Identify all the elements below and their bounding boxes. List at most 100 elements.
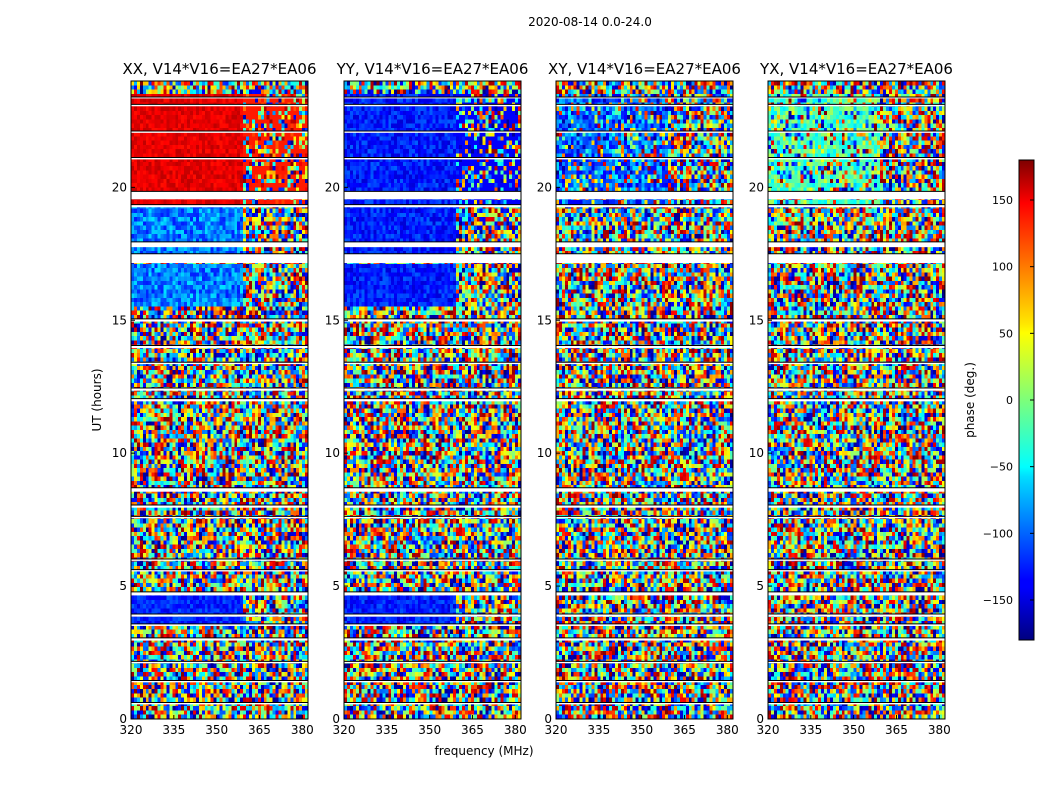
flagged-band (131, 204, 308, 208)
flagged-band (131, 680, 308, 683)
y-tick-label: 15 (537, 313, 552, 327)
flagged-band (131, 388, 308, 391)
flagged-band (768, 569, 945, 572)
flagged-band (768, 623, 945, 626)
flagged-band (344, 96, 521, 99)
flagged-band (556, 558, 733, 561)
flagged-band (768, 362, 945, 365)
flagged-band (131, 613, 308, 617)
y-tick-label: 15 (749, 313, 764, 327)
flagged-band (131, 318, 308, 322)
flagged-band (556, 680, 733, 683)
flagged-band (768, 253, 945, 264)
flagged-band (556, 702, 733, 705)
panel-frame (343, 80, 522, 720)
x-tick-label: 350 (418, 723, 441, 737)
colorbar: 150 100 50 0 −50 −100 −150 phase (deg.) (963, 159, 1035, 641)
flagged-band (768, 702, 945, 705)
panel-title-yx: YX, V14*V16=EA27*EA06 (759, 60, 953, 78)
panel-yy: YY, V14*V16=EA27*EA06 320 335 350 365 380 0 5 10… (325, 60, 529, 737)
flagged-band (556, 505, 733, 508)
flagged-band (131, 191, 308, 200)
flagged-band (768, 157, 945, 160)
y-axis-label: UT (hours) (90, 368, 104, 431)
y-tick-label: 5 (332, 579, 340, 593)
flagged-band (768, 204, 945, 208)
flagged-band (768, 191, 945, 200)
colorbar-tick-label: 100 (992, 261, 1013, 274)
colorbar-tick-label: −100 (983, 527, 1013, 540)
y-tick-label: 10 (537, 446, 552, 460)
flagged-band (131, 516, 308, 519)
panel-xy: XY, V14*V16=EA27*EA06 320 335 350 365 380 0 5 10… (537, 60, 741, 737)
x-tick-label: 335 (799, 723, 822, 737)
flagged-band (556, 241, 733, 248)
flagged-band (556, 345, 733, 349)
flagged-band (344, 318, 521, 322)
flagged-band (131, 623, 308, 626)
flagged-band (344, 241, 521, 248)
x-tick-label: 365 (673, 723, 696, 737)
flagged-band (768, 516, 945, 519)
x-tick-label: 380 (928, 723, 951, 737)
flagged-band (768, 637, 945, 641)
panels-group: XX, V14*V16=EA27*EA06 320 335 350 365 380 0 5 10… (112, 60, 953, 737)
panel-frame (130, 80, 309, 720)
colorbar-tick-label: −50 (990, 461, 1013, 474)
colorbar-tick-label: 0 (1006, 394, 1013, 407)
x-tick-label: 320 (545, 723, 568, 737)
y-tick-label: 0 (544, 712, 552, 726)
flagged-band (131, 96, 308, 99)
panel-title-xy: XY, V14*V16=EA27*EA06 (548, 60, 741, 78)
x-tick-label: 350 (630, 723, 653, 737)
panel-title-yy: YY, V14*V16=EA27*EA06 (336, 60, 529, 78)
flagged-band (768, 558, 945, 561)
y-tick-label: 5 (119, 579, 127, 593)
flagged-band (556, 204, 733, 208)
panel-yx: YX, V14*V16=EA27*EA06 320 335 350 365 380 0 5 10… (749, 60, 953, 737)
flagged-band (556, 569, 733, 572)
flagged-band (131, 591, 308, 596)
y-tick-label: 0 (332, 712, 340, 726)
flagged-band (344, 558, 521, 561)
x-tick-label: 380 (716, 723, 739, 737)
flagged-band (344, 613, 521, 617)
x-tick-label: 320 (333, 723, 356, 737)
flagged-band (556, 661, 733, 664)
flagged-band (344, 623, 521, 626)
x-axis-label: frequency (MHz) (434, 744, 533, 758)
flagged-band (556, 623, 733, 626)
flagged-band (344, 398, 521, 402)
flagged-band (768, 388, 945, 391)
flagged-band (768, 345, 945, 349)
x-tick-label: 365 (885, 723, 908, 737)
flagged-band (344, 204, 521, 208)
y-tick-label: 15 (112, 313, 127, 327)
flagged-band (556, 388, 733, 391)
x-tick-label: 335 (587, 723, 610, 737)
x-tick-label: 320 (757, 723, 780, 737)
y-tick-label: 20 (749, 180, 764, 194)
figure-suptitle: 2020-08-14 0.0-24.0 (528, 15, 652, 29)
flagged-band (556, 516, 733, 519)
y-tick-label: 10 (749, 446, 764, 460)
flagged-band (344, 253, 521, 264)
colorbar-tick-label: 150 (992, 194, 1013, 207)
flagged-band (131, 130, 308, 133)
flagged-band (768, 241, 945, 248)
panel-xx: XX, V14*V16=EA27*EA06 320 335 350 365 380 0 5 10… (112, 60, 317, 737)
flagged-band (344, 130, 521, 133)
flagged-band (768, 613, 945, 617)
flagged-band (556, 130, 733, 133)
y-tick-label: 20 (537, 180, 552, 194)
flagged-band (344, 516, 521, 519)
x-tick-label: 365 (248, 723, 271, 737)
flagged-band (344, 487, 521, 492)
flagged-band (768, 96, 945, 99)
flagged-band (131, 253, 308, 264)
y-tick-label: 0 (756, 712, 764, 726)
x-tick-label: 380 (504, 723, 527, 737)
panel-frame (555, 80, 734, 720)
flagged-band (131, 637, 308, 641)
